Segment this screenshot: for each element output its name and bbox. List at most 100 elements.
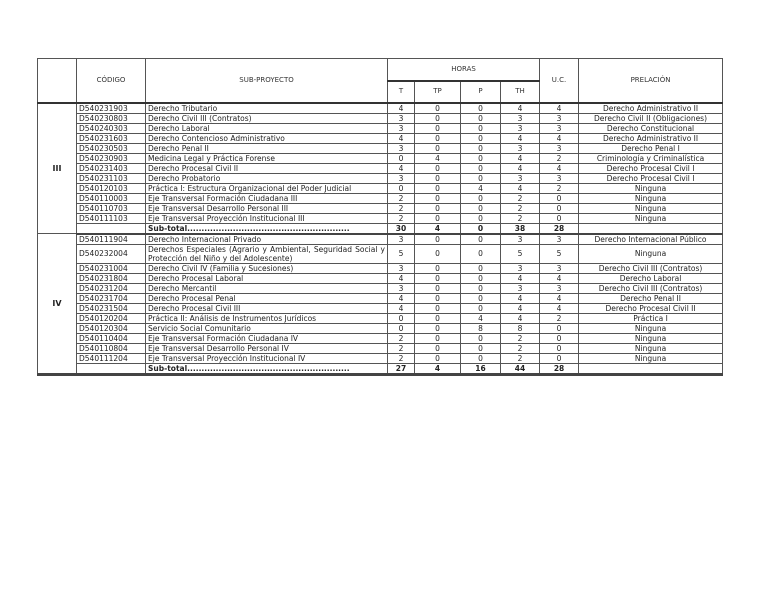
hours-th-cell: 4 [499, 162, 541, 174]
hours-t-cell: 3 [387, 262, 415, 274]
hours-th-cell: 4 [499, 302, 541, 314]
hours-t-cell: 3 [387, 172, 415, 184]
subject-cell: Eje Transversal Proyección Institucional… [145, 352, 388, 364]
table-row: D540231403 Derecho Procesal Civil II 4 0 0 4 4… [38, 162, 724, 174]
hours-t-cell: 0 [387, 312, 415, 324]
hours-tp-cell: 0 [414, 332, 461, 344]
prerequisite-cell: Ninguna [578, 202, 724, 214]
table-row: D540240303 Derecho Laboral 3 0 0 3 3 Derecho Co… [38, 122, 724, 134]
hours-th-cell: 8 [499, 322, 541, 334]
code-cell: D540110804 [76, 342, 146, 354]
code-cell: D540110003 [76, 192, 146, 204]
credits-cell: 4 [539, 302, 580, 314]
subject-cell: Práctica II: Análisis de Instrumentos Ju… [145, 312, 388, 324]
hours-p-cell: 0 [460, 132, 501, 144]
subtotal-value: 27 [387, 362, 415, 375]
hours-t-cell: 0 [387, 152, 415, 164]
code-cell: D540240303 [76, 122, 146, 134]
prerequisite-cell: Ninguna [578, 352, 724, 364]
hours-tp-cell: 0 [414, 182, 461, 194]
table-row: D540232004 Derechos Especiales (Agrario y… [38, 243, 724, 264]
hours-p-cell: 0 [460, 202, 501, 214]
hours-p-cell: 0 [460, 352, 501, 364]
subject-cell: Medicina Legal y Práctica Forense [145, 152, 388, 164]
credits-cell: 3 [539, 172, 580, 184]
credits-cell: 4 [539, 132, 580, 144]
prerequisite-cell: Derecho Procesal Civil I [578, 172, 724, 184]
subtotal-value: 4 [414, 362, 461, 375]
credits-cell: 2 [539, 312, 580, 324]
hours-th-cell: 3 [499, 262, 541, 274]
subtotal-value: 28 [539, 222, 580, 235]
table-row: D540230803 Derecho Civil III (Contratos) 3… [38, 112, 724, 124]
code-cell: D540231204 [76, 282, 146, 294]
credits-cell: 0 [539, 352, 580, 364]
credits-cell: 3 [539, 262, 580, 274]
table-row: D540110703 Eje Transversal Desarrollo Per… [38, 202, 724, 214]
subtotal-value: 44 [499, 362, 541, 375]
credits-cell: 0 [539, 192, 580, 204]
hours-p-cell: 0 [460, 192, 501, 204]
hours-tp-cell: 0 [414, 292, 461, 304]
credits-cell: 0 [539, 342, 580, 354]
subject-cell: Derecho Penal II [145, 142, 388, 154]
subtotal-value: 4 [414, 222, 461, 235]
code-cell: D540231504 [76, 302, 146, 314]
header-cell: T [387, 80, 415, 104]
hours-p-cell: 0 [460, 142, 501, 154]
hours-t-cell: 0 [387, 182, 415, 194]
subject-cell: Derecho Laboral [145, 122, 388, 134]
period-label: III [37, 102, 77, 234]
prerequisite-cell: Ninguna [578, 192, 724, 204]
table-row: D540231603 Derecho Contencioso Administra… [38, 132, 724, 144]
hours-th-cell: 3 [499, 282, 541, 294]
hours-tp-cell: 0 [414, 352, 461, 364]
hours-p-cell: 0 [460, 243, 501, 264]
code-cell: D540120204 [76, 312, 146, 324]
code-cell: D540230903 [76, 152, 146, 164]
prerequisite-cell: Derecho Administrativo II [578, 102, 724, 114]
subject-cell: Derecho Procesal Civil II [145, 162, 388, 174]
prerequisite-cell: Derecho Civil III (Contratos) [578, 282, 724, 294]
code-cell: D540231103 [76, 172, 146, 184]
prerequisite-cell [578, 362, 724, 375]
header-cell: HORAS [386, 58, 541, 82]
subject-cell: Práctica I: Estructura Organizacional de… [145, 182, 388, 194]
hours-p-cell: 0 [460, 112, 501, 124]
prerequisite-cell: Criminología y Criminalística [578, 152, 724, 164]
hours-tp-cell: 0 [414, 322, 461, 334]
code-cell: D540231704 [76, 292, 146, 304]
hours-t-cell: 5 [387, 243, 415, 264]
hours-t-cell: 4 [387, 292, 415, 304]
table-row: D540231704 Derecho Procesal Penal 4 0 0 4 4 Der… [38, 292, 724, 304]
hours-tp-cell: 0 [414, 312, 461, 324]
hours-t-cell: 3 [387, 233, 415, 245]
subject-cell: Eje Transversal Formación Ciudadana III [145, 192, 388, 204]
hours-th-cell: 2 [499, 192, 541, 204]
hours-p-cell: 0 [460, 172, 501, 184]
hours-tp-cell: 4 [414, 152, 461, 164]
hours-th-cell: 2 [499, 202, 541, 214]
prerequisite-cell: Derecho Procesal Civil I [578, 162, 724, 174]
subject-cell: Derecho Civil IV (Familia y Sucesiones) [145, 262, 388, 274]
code-cell: D540231903 [76, 102, 146, 114]
hours-th-cell: 4 [499, 102, 541, 114]
hours-p-cell: 8 [460, 322, 501, 334]
subtotal-value: 38 [499, 222, 541, 235]
table-row: D540231204 Derecho Mercantil 3 0 0 3 3 Derecho … [38, 282, 724, 294]
hours-th-cell: 3 [499, 112, 541, 124]
code-cell: D540120103 [76, 182, 146, 194]
hours-p-cell: 0 [460, 272, 501, 284]
hours-t-cell: 2 [387, 212, 415, 224]
prerequisite-cell: Práctica I [578, 312, 724, 324]
code-cell: D540232004 [76, 243, 146, 264]
period-label: IV [37, 233, 77, 375]
header-cell: PRELACIÓN [578, 58, 724, 104]
hours-t-cell: 4 [387, 272, 415, 284]
hours-p-cell: 0 [460, 332, 501, 344]
hours-tp-cell: 0 [414, 102, 461, 114]
table-row: D540120304 Servicio Social Comunitario 0 0 8… [38, 322, 724, 334]
hours-th-cell: 3 [499, 233, 541, 245]
code-cell: D540231004 [76, 262, 146, 274]
prerequisite-cell: Derecho Procesal Civil II [578, 302, 724, 314]
